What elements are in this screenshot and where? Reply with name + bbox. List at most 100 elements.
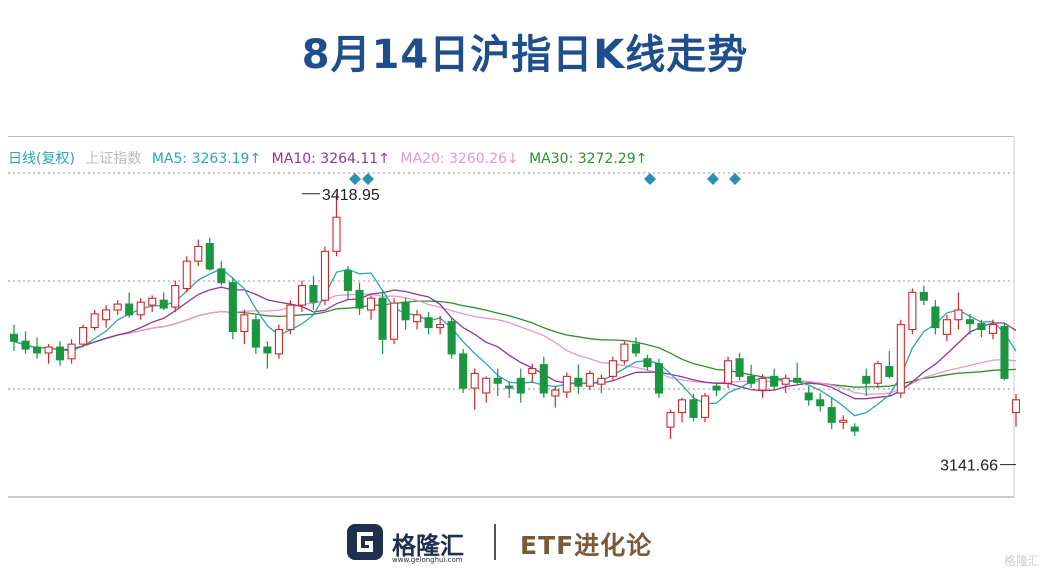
candle-down (56, 346, 65, 361)
candle-up (482, 377, 491, 394)
candles-group (9, 193, 1021, 439)
candle-down (217, 268, 226, 284)
low-price-label: 3141.66 (940, 458, 998, 475)
candle-down (125, 303, 134, 316)
candle-up (562, 375, 571, 393)
candle-up (297, 285, 306, 306)
legend-ma5: MA5: 3263.19↑ (151, 151, 262, 167)
candle-down (919, 291, 928, 301)
moving-average-lines (13, 268, 1017, 417)
candle-down (9, 333, 19, 342)
candle-up (413, 314, 422, 323)
candle-down (862, 375, 871, 384)
candle-up (113, 303, 122, 311)
candle-down (21, 340, 30, 350)
candle-up (758, 377, 767, 391)
candle-down (32, 346, 42, 354)
candle-up (896, 324, 905, 394)
candle-up (781, 377, 790, 385)
legend-ma20: MA20: 3260.26↓ (400, 151, 519, 167)
signal-diamond-icon (362, 173, 374, 185)
candle-up (608, 360, 617, 377)
candle-down (931, 306, 940, 329)
candle-down (643, 358, 652, 368)
high-price-label: 3418.95 (322, 187, 380, 204)
candle-down (965, 319, 974, 325)
ma10-line (13, 286, 1017, 400)
candle-up (908, 291, 917, 331)
candle-up (194, 245, 203, 262)
candle-down (850, 426, 859, 432)
candle-up (182, 260, 191, 290)
candle-up (44, 346, 53, 354)
candle-down (654, 363, 664, 394)
brand-url: www.gelonghui.com (392, 556, 463, 564)
candle-up (700, 395, 710, 418)
candle-up (551, 389, 560, 397)
legend-index-name: 上证指数 (85, 151, 142, 167)
candle-down (378, 297, 387, 340)
candlestick-chart: 3418.95 3141.66 (8, 136, 1021, 498)
candle-down (493, 377, 502, 384)
legend-ma30: MA30: 3272.29↑ (529, 151, 648, 167)
legend-ma10: MA10: 3264.11↑ (271, 151, 390, 167)
candle-up (470, 372, 479, 389)
etf-brand: ETF进化论 (520, 531, 653, 560)
candle-up (148, 297, 157, 306)
candle-down (1000, 326, 1009, 379)
candle-down (631, 343, 640, 354)
candle-down (401, 301, 410, 321)
candle-up (436, 324, 445, 329)
candle-down (424, 317, 433, 329)
candle-up (620, 343, 629, 362)
brand-name: 格隆汇 (392, 532, 464, 560)
candle-down (977, 323, 986, 331)
candle-down (793, 377, 802, 383)
candle-up (171, 285, 180, 308)
candle-down (770, 375, 779, 387)
candle-up (90, 313, 99, 329)
chart-top-border (8, 136, 1014, 137)
candle-down (505, 385, 514, 389)
candle-up (102, 309, 111, 321)
candle-up (585, 372, 594, 387)
candle-up (79, 326, 88, 345)
candle-up (1011, 399, 1021, 414)
candle-down (459, 353, 468, 389)
candle-up (666, 411, 675, 428)
candle-down (712, 385, 721, 391)
candle-up (839, 419, 848, 423)
candle-down (816, 399, 825, 407)
candle-up (724, 360, 733, 384)
page-title: 8月14日沪指日K线走势 (301, 32, 749, 78)
candle-down (539, 364, 548, 394)
candle-up (332, 216, 341, 252)
candle-up (240, 314, 249, 333)
candle-down (516, 377, 525, 394)
footer: 格隆汇 www.gelonghui.com ETF进化论 (0, 518, 1050, 568)
candle-up (67, 343, 76, 360)
ma5-line (13, 268, 1017, 417)
candle-down (251, 319, 260, 348)
signal-diamond-icon (729, 173, 741, 185)
signal-diamond-icon (349, 173, 361, 185)
signal-markers (349, 173, 741, 185)
candle-down (343, 270, 353, 291)
candle-down (228, 282, 237, 333)
chart-legend: 日线(复权) 上证指数 MA5: 3263.19↑ MA10: 3264.11↑… (8, 148, 653, 168)
candle-up (366, 297, 376, 311)
candle-down (263, 346, 272, 354)
candle-up (528, 368, 537, 374)
signal-diamond-icon (707, 173, 719, 185)
ma20-line (13, 293, 1017, 395)
candle-up (954, 309, 963, 321)
candle-up (390, 302, 399, 340)
candle-down (574, 377, 583, 387)
candle-up (988, 324, 998, 334)
candle-up (873, 363, 882, 384)
candle-down (689, 399, 698, 418)
candle-up (677, 399, 687, 414)
candle-down (309, 285, 318, 303)
watermark-text: 格隆汇 (1003, 554, 1040, 568)
legend-prefix: 日线(复权) (8, 151, 75, 167)
